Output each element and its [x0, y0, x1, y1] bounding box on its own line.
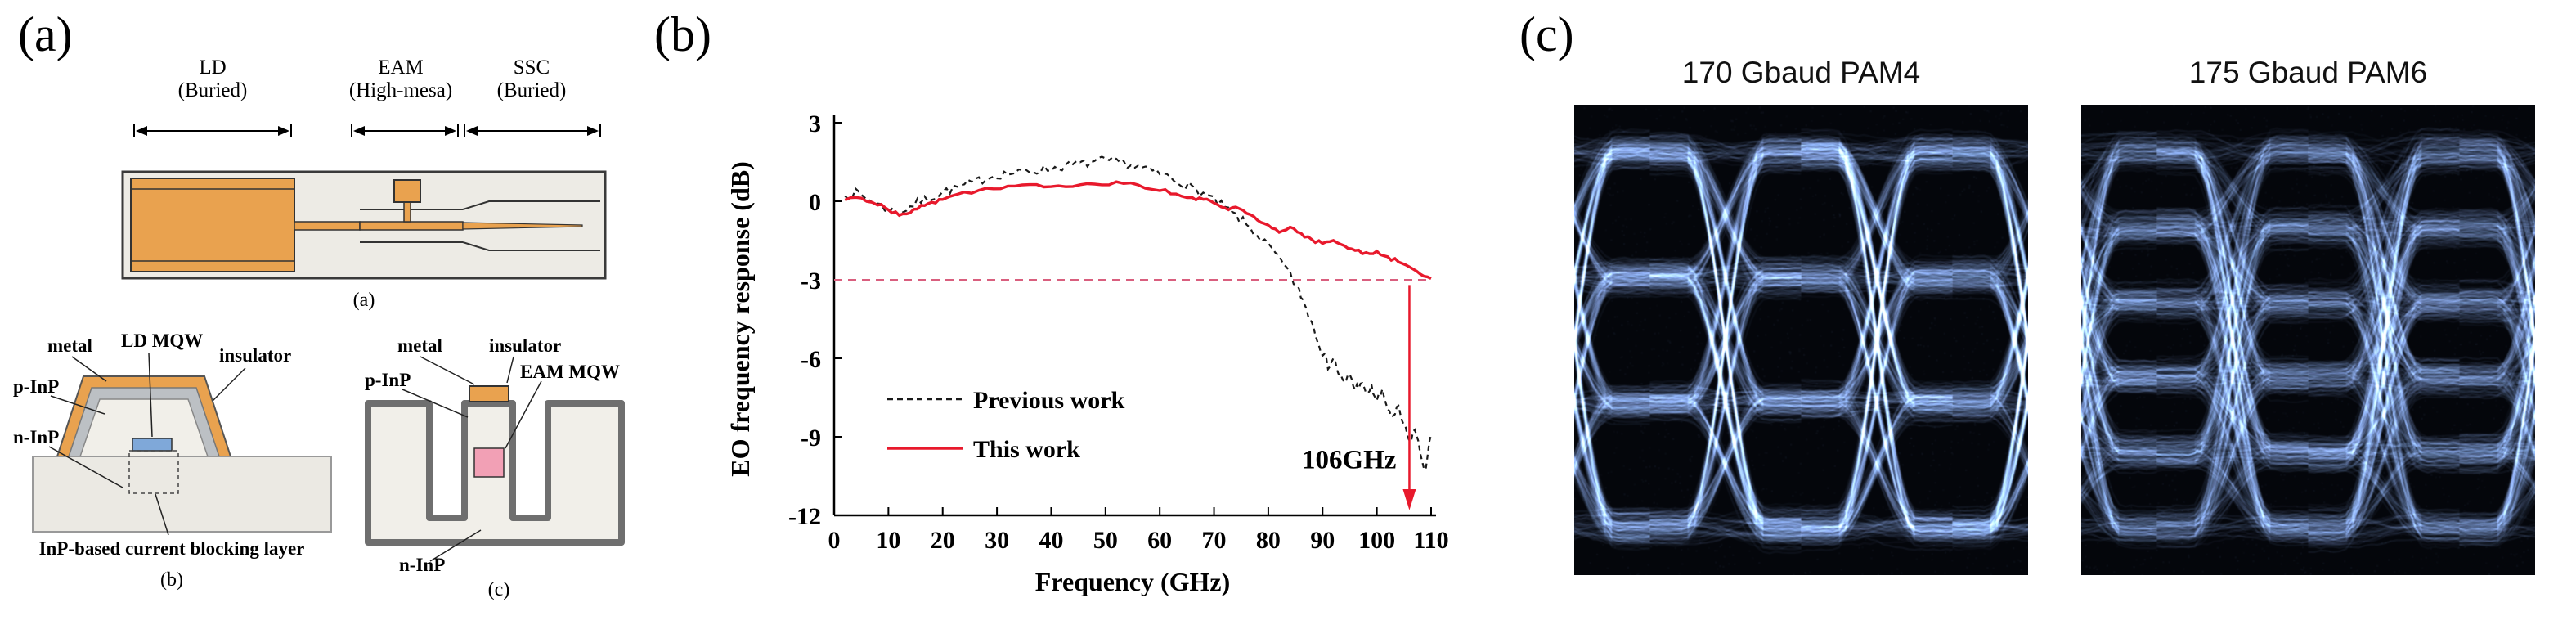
section-eam-type: (High-mesa) — [349, 79, 452, 101]
eam-span-arrow — [351, 124, 459, 137]
x-tick-label: 50 — [1093, 527, 1118, 554]
x-tick-label: 10 — [876, 527, 900, 554]
ssc-taper-core — [462, 222, 583, 230]
pointer-lines — [402, 356, 542, 562]
x-tick-label: 100 — [1358, 527, 1395, 554]
x-axis-label: Frequency (GHz) — [1035, 567, 1230, 596]
section-eam-name: EAM — [378, 56, 424, 79]
legend-label: This work — [973, 436, 1080, 463]
panel-c-letter: (c) — [1519, 7, 1574, 61]
panel-a-letter: (a) — [18, 7, 73, 61]
bandwidth-label: 106GHz — [1302, 445, 1396, 474]
y-tick-label: -9 — [801, 425, 821, 452]
x-tick-label: 20 — [931, 527, 955, 554]
eye-title-pam4: 170 Gbaud PAM4 — [1681, 56, 1921, 89]
eye-diagram-pam4 — [1574, 105, 2028, 575]
section-ld-name: LD — [199, 56, 226, 79]
cross-c-caption: (c) — [488, 579, 510, 600]
y-tick-label: -6 — [801, 346, 821, 373]
n-inp-substrate — [32, 456, 332, 533]
panel-b-letter: (b) — [654, 7, 711, 61]
ld-cross-section: metal LD MQW insulator p-InP n-InP InP-b… — [13, 330, 332, 591]
eye-title-pam6: 175 Gbaud PAM6 — [2188, 56, 2428, 89]
y-tick-label: -12 — [788, 503, 821, 530]
current-blocking-region — [128, 450, 179, 494]
ssc-upper-line — [462, 200, 600, 210]
x-tick-label: 30 — [985, 527, 1009, 554]
label-p-inp: p-InP — [365, 370, 411, 390]
label-n-inp: n-InP — [399, 555, 445, 575]
eam-cross-section: metal insulator p-InP EAM MQW n-InP (c) — [365, 335, 625, 600]
label-insulator: insulator — [219, 345, 291, 366]
label-n-inp: n-InP — [13, 427, 59, 447]
x-tick-label: 80 — [1256, 527, 1281, 554]
ld-region — [130, 178, 295, 272]
section-ssc-type: (Buried) — [497, 79, 567, 101]
series-previous-work — [844, 155, 1433, 471]
bandwidth-arrowhead — [1402, 489, 1416, 510]
label-ld-mqw: LD MQW — [121, 330, 203, 351]
section-ssc-name: SSC — [514, 56, 550, 79]
ssc-span-arrow — [464, 124, 601, 137]
x-tick-label: 0 — [828, 527, 841, 554]
eam-core — [359, 221, 464, 231]
label-metal: metal — [47, 335, 92, 356]
ld-span-arrow — [133, 124, 292, 137]
ssc-lower-line — [462, 241, 600, 251]
eam-electrode-pad — [393, 179, 421, 203]
y-tick-label: 3 — [809, 110, 821, 137]
label-insulator: insulator — [489, 335, 561, 356]
label-metal: metal — [397, 335, 442, 356]
pointer-lines — [48, 353, 246, 536]
x-tick-label: 60 — [1147, 527, 1172, 554]
y-tick-label: -3 — [801, 268, 821, 295]
label-eam-mqw: EAM MQW — [520, 362, 620, 382]
eam-mqw-layer — [473, 447, 505, 478]
x-tick-label: 90 — [1310, 527, 1335, 554]
waveguide-core — [294, 221, 361, 231]
legend-label: Previous work — [973, 387, 1125, 414]
metal-cap — [469, 385, 509, 402]
label-p-inp: p-InP — [13, 376, 59, 397]
topview-caption: (a) — [353, 290, 375, 311]
y-axis-label: EO frequency response (dB) — [725, 161, 755, 477]
eo-response-chart: 0 10 20 30 40 50 60 70 80 90 100 11030-3-6-9-12Freq… — [725, 110, 1449, 596]
label-blocking-layer: InP-based current blocking layer — [39, 538, 305, 559]
x-tick-label: 110 — [1413, 527, 1448, 554]
device-top-view: LD (Buried) EAM (High-mesa) SSC (Buried)… — [121, 56, 607, 311]
series-this-work — [844, 180, 1432, 280]
y-tick-label: 0 — [809, 189, 821, 216]
ld-mqw-layer — [132, 438, 173, 452]
cross-b-caption: (b) — [160, 569, 183, 591]
x-tick-label: 40 — [1039, 527, 1063, 554]
eye-diagram-pam6 — [2081, 105, 2535, 575]
x-tick-label: 70 — [1202, 527, 1227, 554]
section-ld-type: (Buried) — [178, 79, 248, 101]
eam-electrode-stem — [403, 200, 411, 223]
